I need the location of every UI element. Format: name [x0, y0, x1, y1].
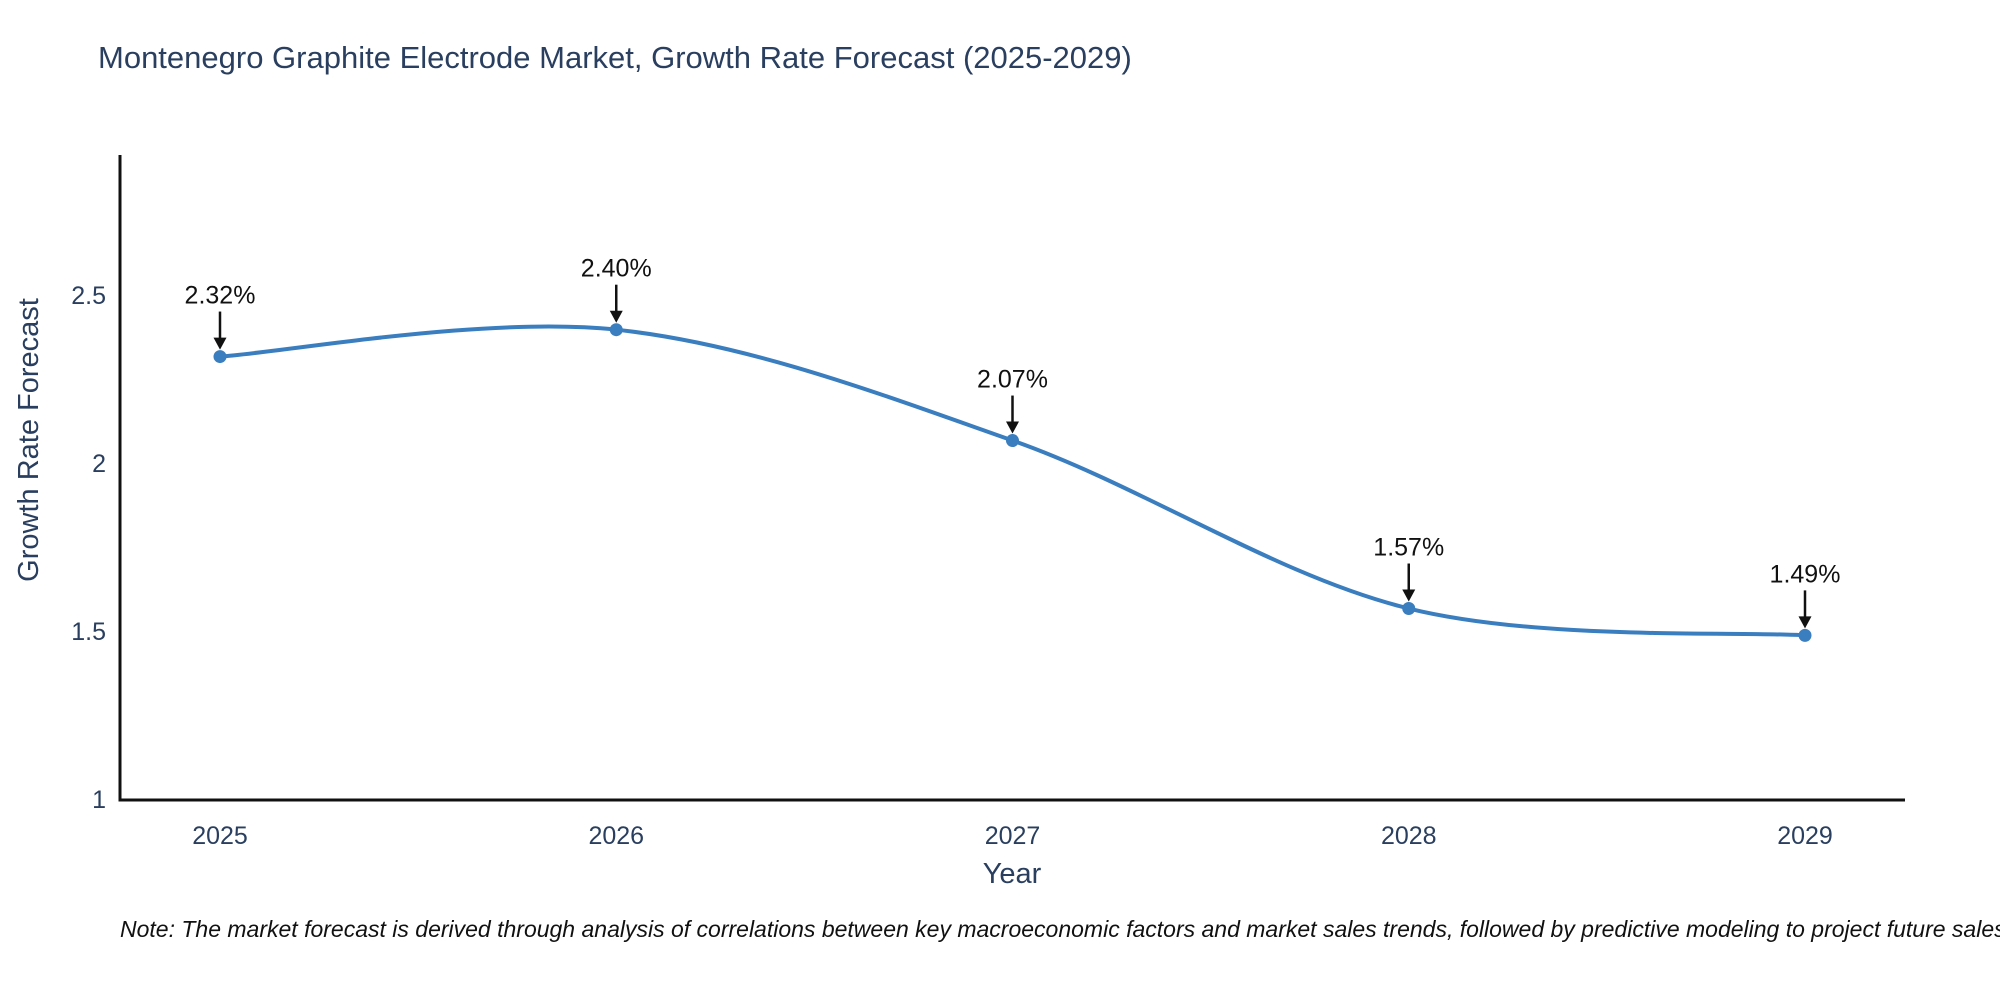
x-tick-label: 2026 [588, 822, 644, 850]
x-tick-label: 2025 [192, 822, 248, 850]
x-axis-title: Year [982, 858, 1042, 890]
annotation-arrow-head [1006, 421, 1019, 434]
data-point-marker [1402, 602, 1416, 616]
data-point-label: 2.32% [185, 282, 256, 310]
annotation-arrow-head [609, 310, 623, 323]
y-tick-label: 2.5 [71, 282, 106, 310]
footnote: Note: The market forecast is derived thr… [120, 916, 2000, 942]
data-point-marker [1006, 434, 1019, 448]
data-point-label: 1.49% [1770, 560, 1841, 588]
y-tick-label: 2 [92, 450, 106, 478]
data-point-marker [1798, 628, 1812, 642]
x-tick-label: 2028 [1381, 822, 1437, 850]
y-tick-label: 1 [92, 786, 106, 814]
data-point-label: 1.57% [1373, 534, 1444, 562]
data-point-label: 2.07% [977, 366, 1048, 394]
annotation-arrow-head [213, 337, 227, 350]
data-point-marker [609, 323, 623, 337]
x-tick-label: 2029 [1777, 822, 1833, 850]
chart-title: Montenegro Graphite Electrode Market, Gr… [98, 40, 1132, 75]
data-point-label: 2.40% [581, 255, 652, 283]
y-tick-label: 1.5 [71, 618, 106, 646]
annotation-arrow-head [1798, 616, 1812, 629]
annotation-arrow-head [1402, 589, 1416, 602]
x-tick-label: 2027 [985, 822, 1041, 850]
data-point-marker [213, 350, 227, 364]
